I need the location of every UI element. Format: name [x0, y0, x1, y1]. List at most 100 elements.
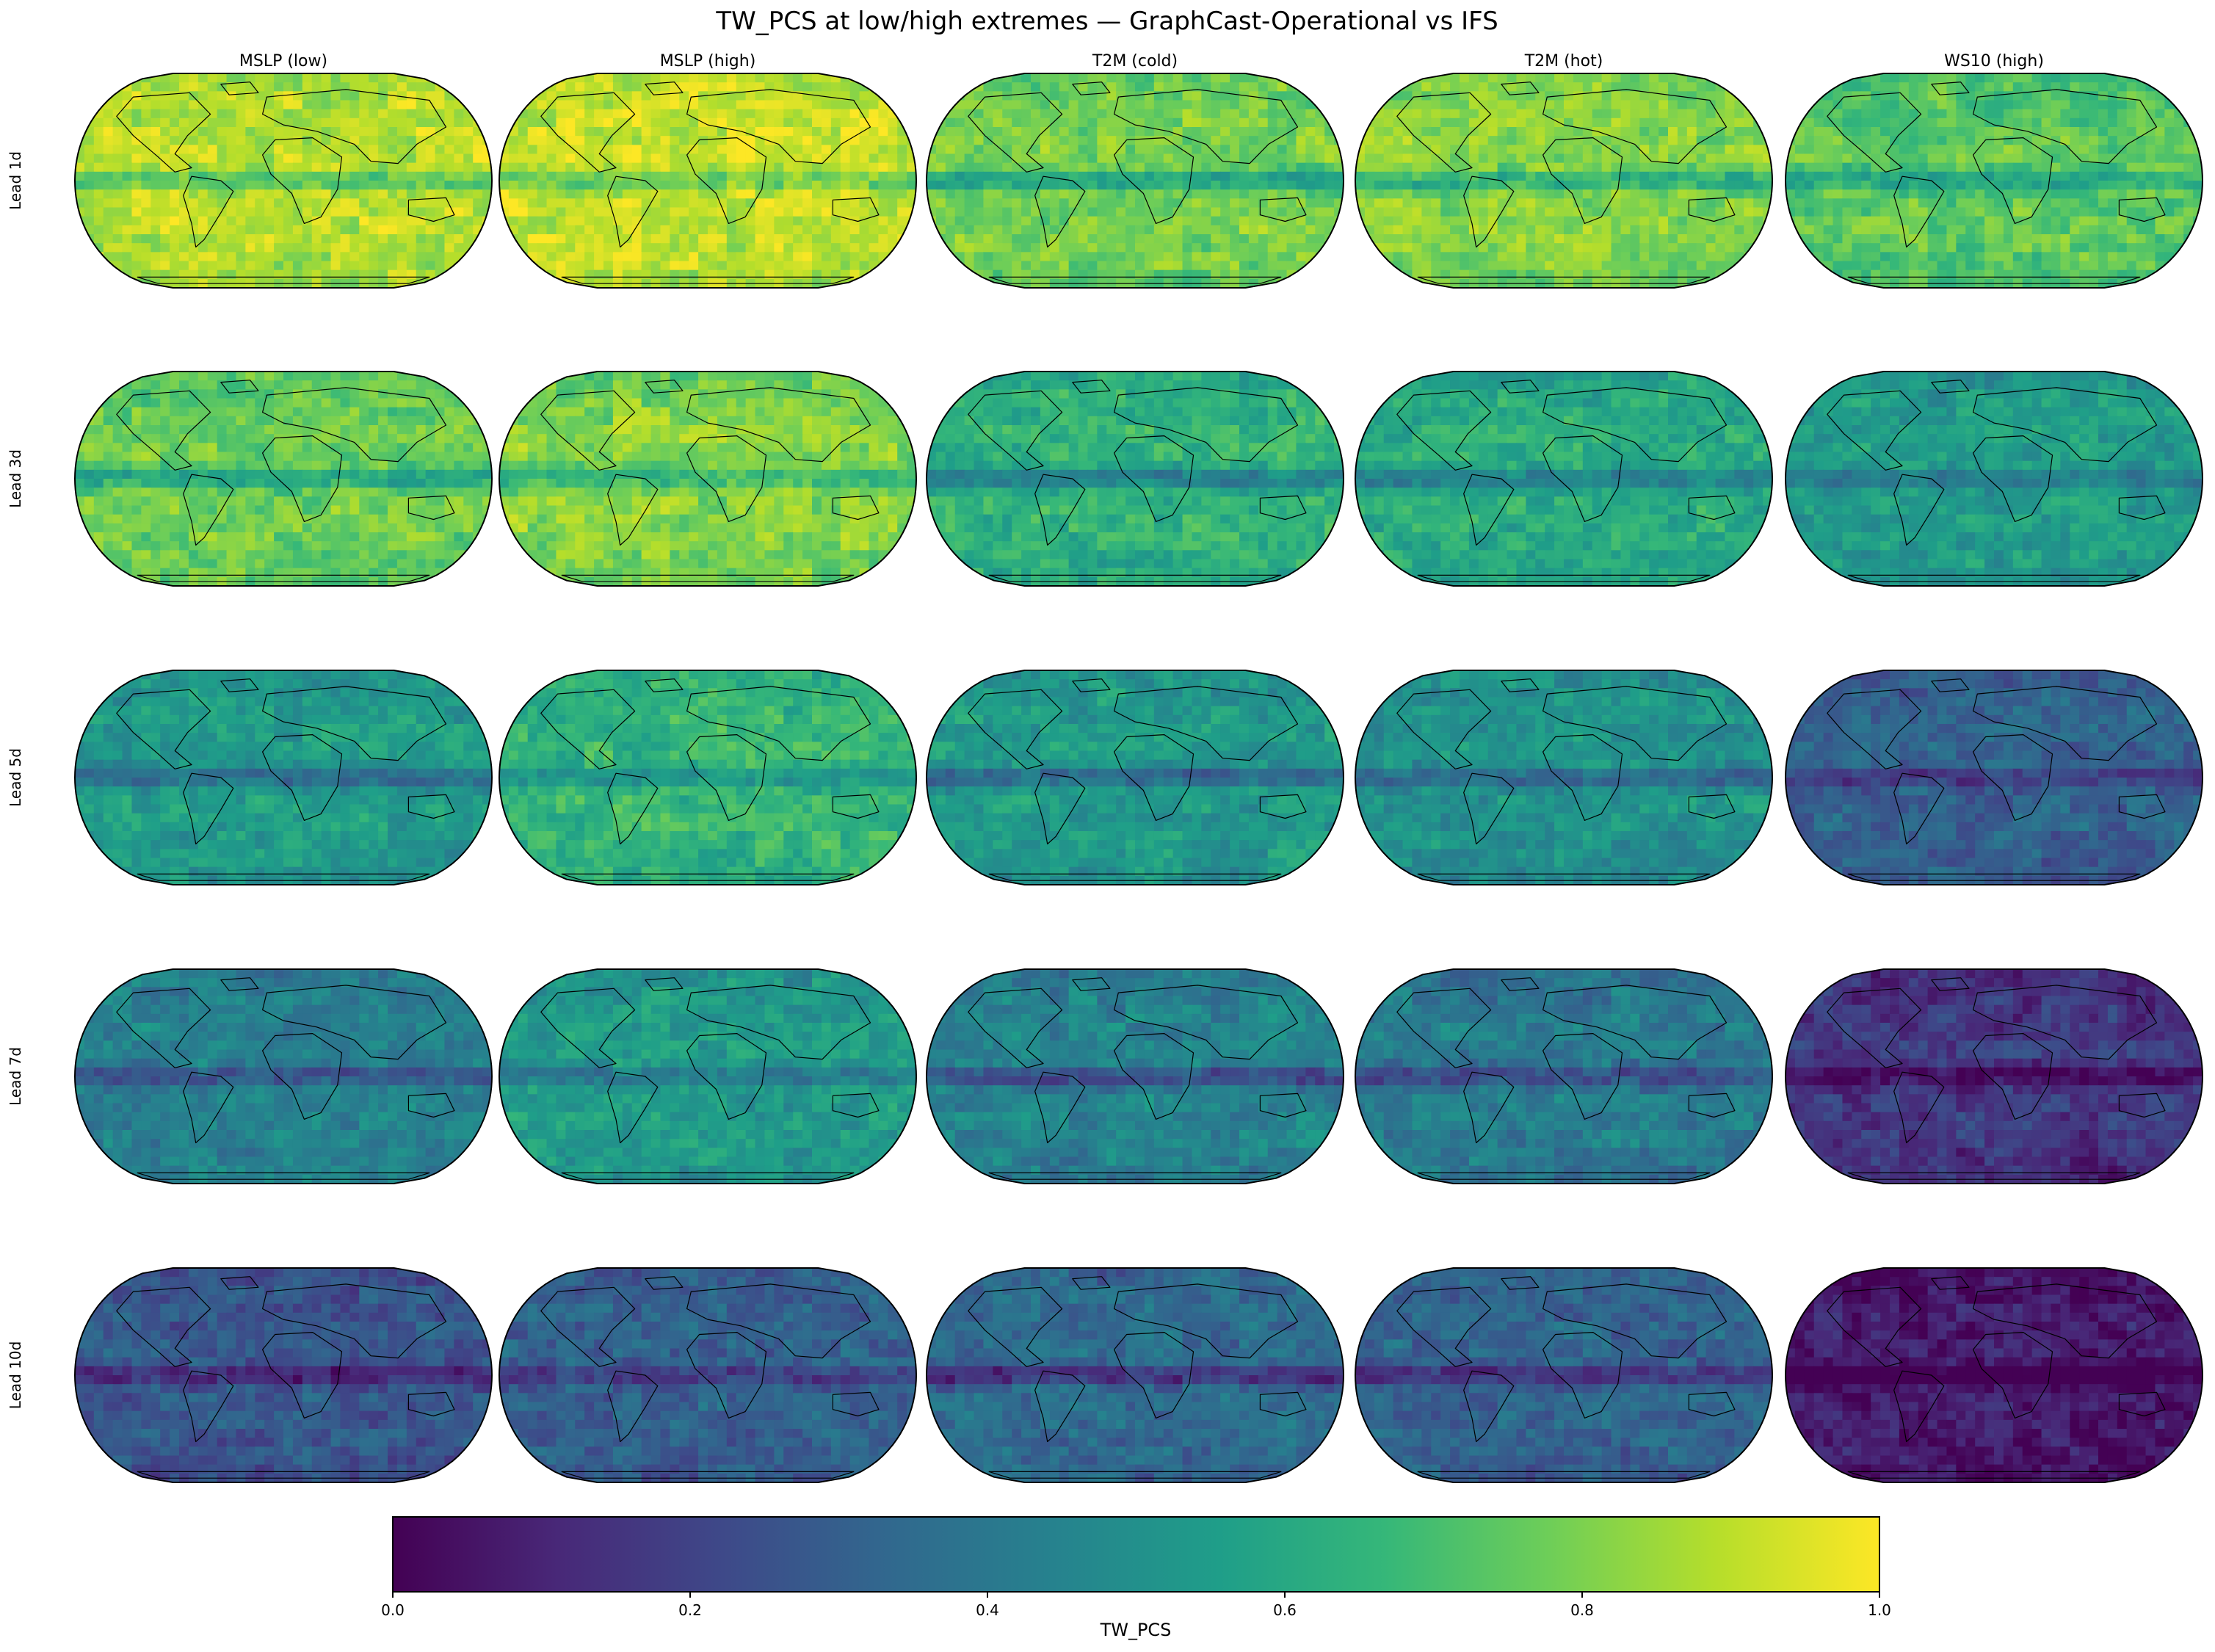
heatmap-cells	[75, 372, 492, 586]
map-panel	[73, 73, 493, 289]
map-panel	[498, 670, 918, 885]
heatmap-cells	[1355, 1268, 1772, 1482]
map-border	[1354, 968, 1774, 1184]
map-panel	[1354, 670, 1774, 885]
colorbar-tick-label: 0.2	[678, 1601, 702, 1619]
map-panel	[73, 670, 493, 885]
heatmap-cells	[1355, 969, 1772, 1184]
colorbar-tick-label: 0.0	[381, 1601, 405, 1619]
map-panel	[925, 1267, 1345, 1483]
heatmap-cells	[499, 372, 916, 586]
heatmap-cells	[927, 1268, 1344, 1482]
heatmap-cells	[75, 1268, 492, 1482]
colorbar: 0.0 0.2 0.4 0.6 0.8 1.0 TW_PCS	[381, 1516, 1891, 1640]
heatmap-cells	[499, 73, 916, 288]
map-border	[925, 1267, 1345, 1483]
coastlines	[116, 678, 455, 881]
coastlines	[116, 1276, 455, 1479]
coastlines	[968, 380, 1307, 582]
coastlines	[1396, 380, 1736, 582]
map-panel	[73, 968, 493, 1184]
map-border	[1784, 1267, 2204, 1483]
coastlines	[540, 977, 880, 1180]
coastlines	[968, 977, 1307, 1180]
heatmap-cells	[1355, 670, 1772, 885]
map-panel	[1784, 1267, 2204, 1483]
map-panel	[73, 1267, 493, 1483]
heatmap-cells	[927, 372, 1344, 586]
map-panel	[925, 73, 1345, 289]
heatmap-cells	[75, 73, 492, 288]
map-panel	[1784, 968, 2204, 1184]
map-border	[925, 670, 1345, 885]
map-border	[73, 73, 493, 289]
map-border	[1784, 371, 2204, 587]
column-title: T2M (hot)	[1524, 52, 1603, 70]
colorbar-tick-label: 0.4	[976, 1601, 999, 1619]
coastlines	[1396, 678, 1736, 881]
map-panel	[925, 968, 1345, 1184]
column-title: T2M (cold)	[1092, 52, 1178, 70]
map-border	[1354, 1267, 1774, 1483]
coastlines	[540, 678, 880, 881]
map-panel	[498, 968, 918, 1184]
map-border	[73, 371, 493, 587]
heatmap-cells	[927, 969, 1344, 1184]
map-border	[498, 73, 918, 289]
column-title: MSLP (high)	[660, 52, 756, 70]
map-border	[1354, 371, 1774, 587]
map-border	[73, 670, 493, 885]
map-panel	[1354, 1267, 1774, 1483]
row-label: Lead 3d	[7, 449, 24, 508]
colorbar-tick-label: 0.8	[1570, 1601, 1594, 1619]
map-panel	[925, 371, 1345, 587]
coastlines	[1827, 1276, 2166, 1479]
heatmap-cells	[499, 969, 916, 1184]
coastlines	[1396, 81, 1736, 284]
coastlines	[968, 678, 1307, 881]
map-panel	[1784, 371, 2204, 587]
coastlines	[1396, 977, 1736, 1180]
map-border	[1784, 670, 2204, 885]
map-border	[1354, 73, 1774, 289]
heatmap-cells	[499, 1268, 916, 1482]
coastlines	[1827, 678, 2166, 881]
map-border	[925, 371, 1345, 587]
map-panel	[1354, 968, 1774, 1184]
column-title: MSLP (low)	[239, 52, 327, 70]
heatmap-cells	[1355, 73, 1772, 288]
map-panel	[498, 1267, 918, 1483]
heatmap-cells	[75, 670, 492, 885]
map-panel	[1354, 73, 1774, 289]
row-label: Lead 10d	[7, 1341, 24, 1410]
map-panel	[498, 73, 918, 289]
coastlines	[1827, 81, 2166, 284]
column-title: WS10 (high)	[1944, 52, 2044, 70]
coastlines	[540, 380, 880, 582]
row-label: Lead 7d	[7, 1047, 24, 1106]
map-panel	[925, 670, 1345, 885]
heatmap-cells	[1786, 1268, 2203, 1482]
map-panel	[73, 371, 493, 587]
map-border	[925, 968, 1345, 1184]
colorbar-tick-label: 1.0	[1868, 1601, 1891, 1619]
map-border	[498, 1267, 918, 1483]
coastlines	[968, 81, 1307, 284]
coastlines	[540, 81, 880, 284]
heatmap-cells	[1786, 73, 2203, 288]
map-panel	[1354, 371, 1774, 587]
heatmap-cells	[75, 969, 492, 1184]
colorbar-tick-label: 0.6	[1273, 1601, 1297, 1619]
coastlines	[116, 977, 455, 1180]
row-label: Lead 1d	[7, 151, 24, 210]
map-border	[498, 670, 918, 885]
coastlines	[116, 81, 455, 284]
heatmap-cells	[927, 670, 1344, 885]
map-border	[73, 1267, 493, 1483]
map-panel	[1784, 73, 2204, 289]
map-panel	[498, 371, 918, 587]
colorbar-gradient	[392, 1516, 1880, 1593]
map-border	[925, 73, 1345, 289]
row-label: Lead 5d	[7, 748, 24, 807]
